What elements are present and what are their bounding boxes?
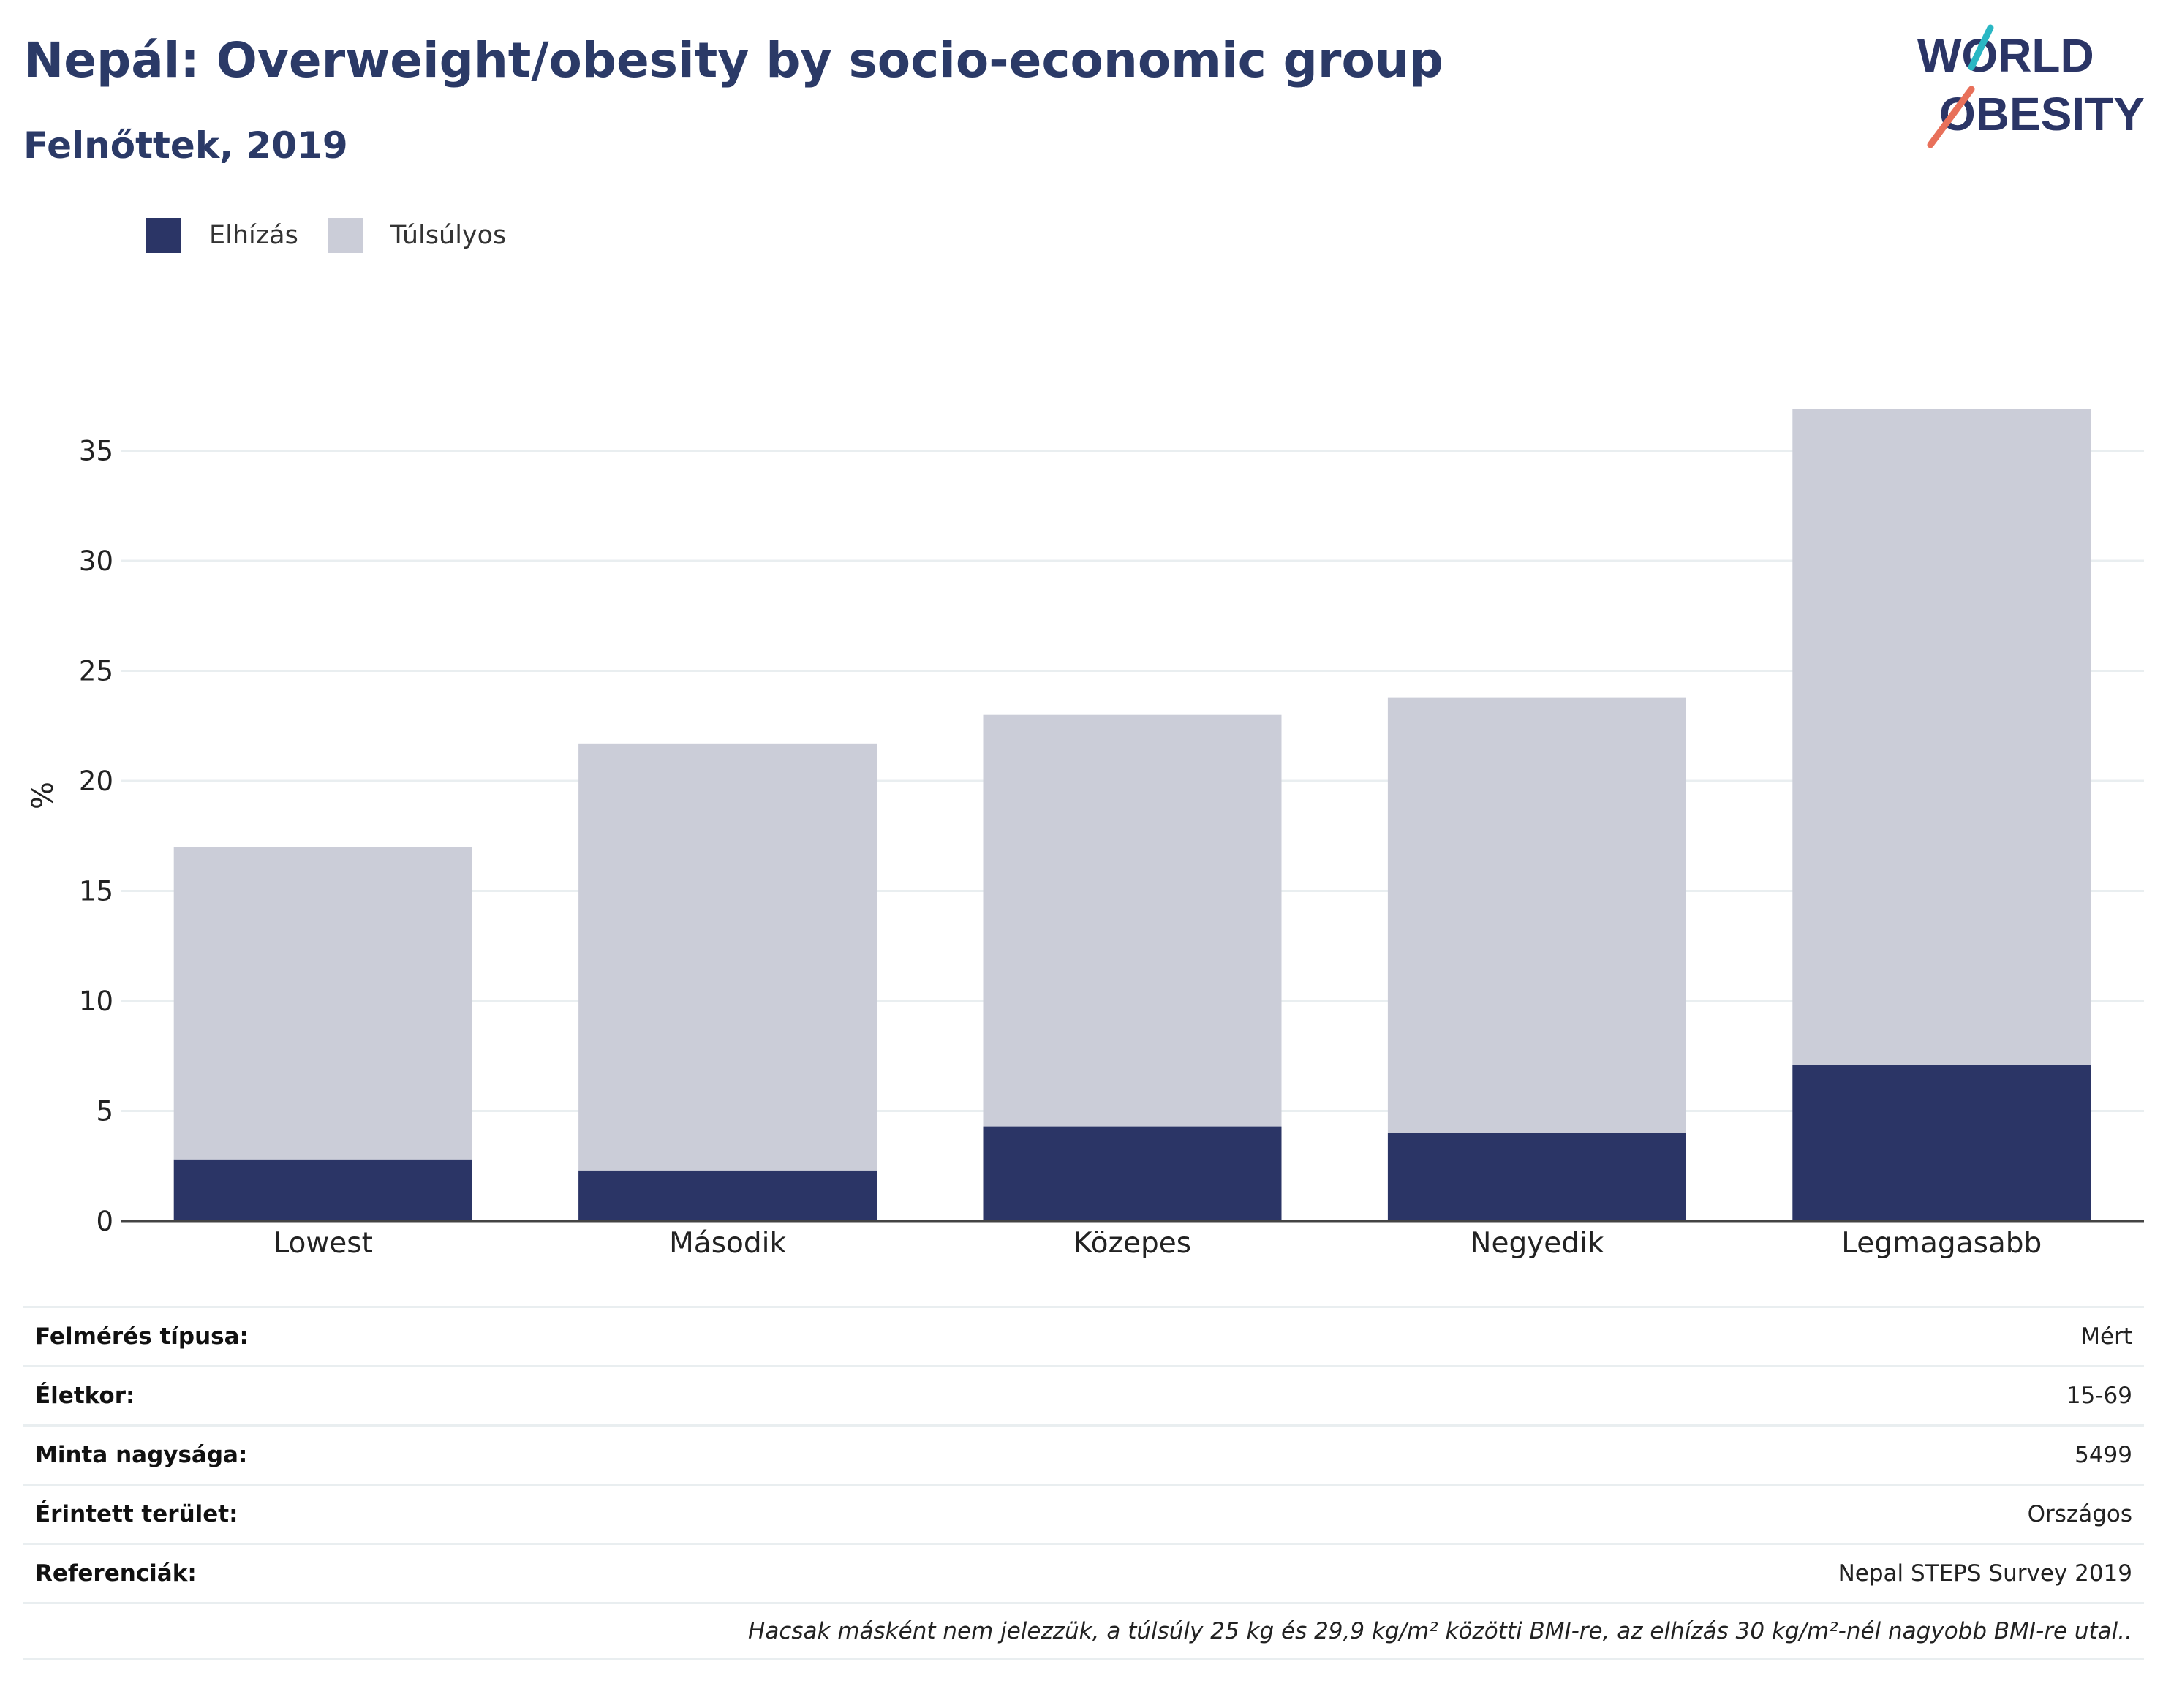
y-tick-label: 25 bbox=[79, 656, 113, 687]
legend-swatch-elhizas bbox=[146, 218, 181, 253]
bar-tulsulyos bbox=[578, 743, 877, 1171]
footnote-row: Hacsak másként nem jelezzük, a túlsúly 2… bbox=[23, 1602, 2144, 1660]
info-row-survey-type: Felmérés típusa: Mért bbox=[23, 1306, 2144, 1365]
y-tick-label: 10 bbox=[79, 986, 113, 1017]
info-row-sample-size: Minta nagysága: 5499 bbox=[23, 1424, 2144, 1484]
info-label: Életkor: bbox=[35, 1383, 135, 1409]
x-tick-label: Második bbox=[669, 1227, 786, 1260]
y-tick-label: 30 bbox=[79, 545, 113, 577]
svg-text:WORLD: WORLD bbox=[1917, 29, 2094, 82]
bar-tulsulyos bbox=[1387, 697, 1686, 1133]
bar-elhizas bbox=[983, 1126, 1282, 1221]
x-tick-label: Lowest bbox=[273, 1227, 372, 1260]
info-label: Felmérés típusa: bbox=[35, 1323, 249, 1350]
legend-label-tulsulyos: Túlsúlyos bbox=[390, 221, 507, 250]
chart-title: Nepál: Overweight/obesity by socio-econo… bbox=[23, 32, 1444, 88]
bar-elhizas bbox=[1792, 1065, 2091, 1221]
legend-item-elhizas[interactable]: Elhízás bbox=[146, 218, 298, 253]
info-value: Országos bbox=[2027, 1501, 2132, 1527]
info-row-age: Életkor: 15-69 bbox=[23, 1365, 2144, 1424]
bar-tulsulyos bbox=[173, 847, 472, 1160]
y-tick-label: 15 bbox=[79, 876, 113, 907]
world-obesity-logo: WORLD OBESITY bbox=[1917, 24, 2145, 148]
info-label: Referenciák: bbox=[35, 1560, 197, 1587]
y-tick-label: 35 bbox=[79, 436, 113, 467]
x-tick-label: Negyedik bbox=[1470, 1227, 1604, 1260]
legend-label-elhizas: Elhízás bbox=[209, 221, 298, 250]
x-tick-label: Közepes bbox=[1073, 1227, 1191, 1260]
bar-elhizas bbox=[1387, 1133, 1686, 1221]
bar-tulsulyos bbox=[983, 714, 1282, 1127]
x-tick-label: Legmagasabb bbox=[1841, 1227, 2042, 1260]
info-table: Felmérés típusa: Mért Életkor: 15-69 Min… bbox=[23, 1306, 2144, 1660]
y-axis-label: % bbox=[26, 782, 60, 809]
y-tick-label: 20 bbox=[79, 766, 113, 797]
info-label: Minta nagysága: bbox=[35, 1442, 248, 1468]
bar-tulsulyos bbox=[1792, 409, 2091, 1065]
bar-elhizas bbox=[173, 1159, 472, 1221]
info-row-references: Referenciák: Nepal STEPS Survey 2019 bbox=[23, 1543, 2144, 1602]
legend: Elhízás Túlsúlyos bbox=[146, 216, 535, 254]
bar-elhizas bbox=[578, 1170, 877, 1221]
stacked-bar-chart: 0 5 10 15 20 25 30 35% Lowest Második Közepes Negye… bbox=[26, 409, 2144, 1260]
info-value: 15-69 bbox=[2066, 1383, 2132, 1409]
y-tick-label: 0 bbox=[96, 1206, 113, 1237]
info-row-area: Érintett terület: Országos bbox=[23, 1484, 2144, 1543]
info-value: Mért bbox=[2080, 1323, 2132, 1350]
footnote: Hacsak másként nem jelezzük, a túlsúly 2… bbox=[748, 1618, 2132, 1644]
legend-item-tulsulyos[interactable]: Túlsúlyos bbox=[327, 218, 507, 253]
svg-text:OBESITY: OBESITY bbox=[1939, 88, 2145, 140]
y-tick-label: 5 bbox=[96, 1096, 113, 1127]
info-label: Érintett terület: bbox=[35, 1501, 238, 1527]
info-value[interactable]: Nepal STEPS Survey 2019 bbox=[1838, 1560, 2132, 1587]
info-value: 5499 bbox=[2075, 1442, 2132, 1468]
legend-swatch-tulsulyos bbox=[327, 218, 363, 253]
chart-subtitle: Felnőttek, 2019 bbox=[23, 124, 348, 167]
